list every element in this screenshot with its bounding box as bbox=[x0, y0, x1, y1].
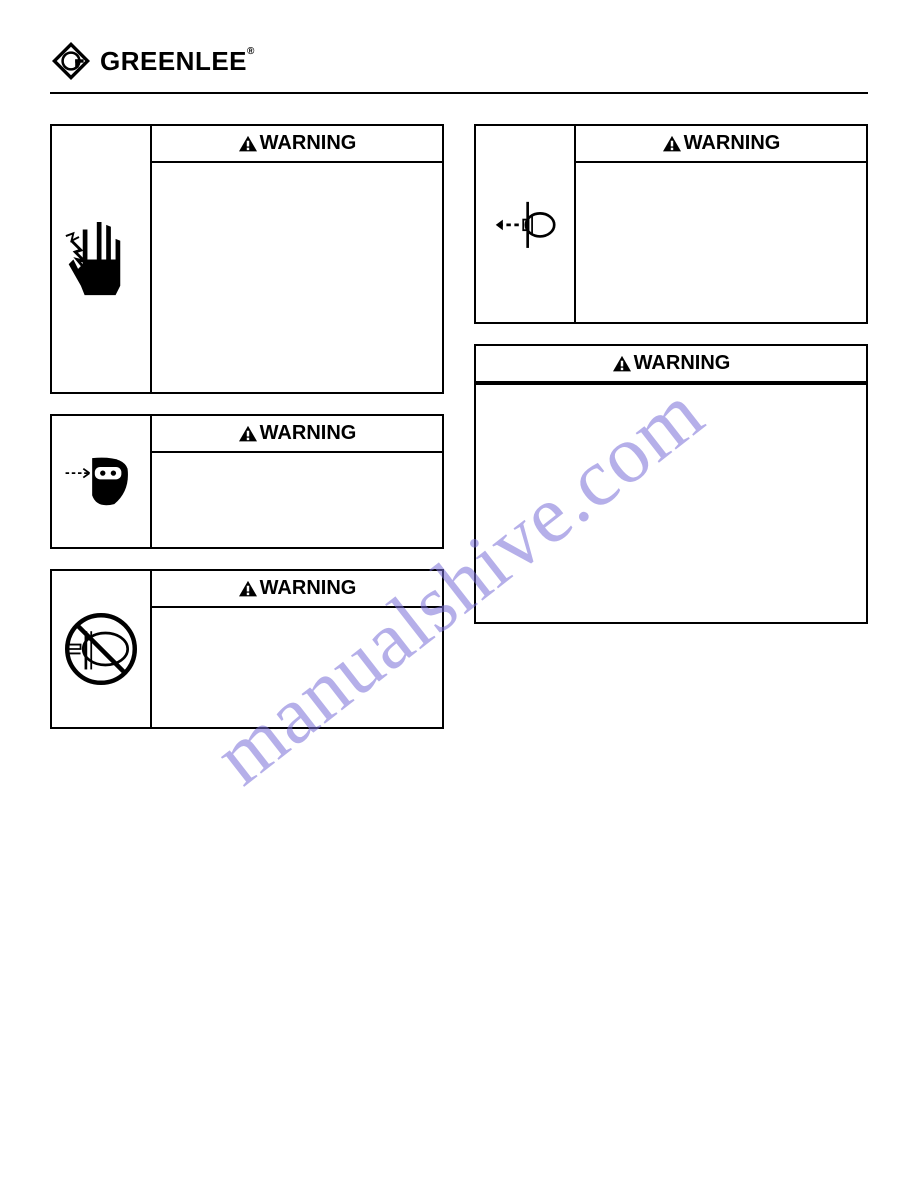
page-header: GREENLEE® bbox=[50, 40, 868, 94]
ejection-icon bbox=[476, 126, 576, 322]
warning-label: WARNING bbox=[684, 132, 781, 155]
warning-box-shock: WARNING bbox=[50, 124, 444, 394]
warning-content: WARNING bbox=[152, 126, 442, 392]
prohibition-icon bbox=[52, 571, 152, 727]
warning-box-ejection: WARNING bbox=[474, 124, 868, 324]
warning-body bbox=[152, 453, 442, 547]
warning-content: WARNING bbox=[152, 571, 442, 727]
shock-hand-icon bbox=[52, 126, 152, 392]
brand-text: GREENLEE bbox=[100, 46, 247, 76]
warning-content: WARNING bbox=[576, 126, 866, 322]
warning-label: WARNING bbox=[634, 352, 731, 375]
logo-icon bbox=[50, 40, 92, 82]
warning-header: WARNING bbox=[152, 416, 442, 453]
left-column: WARNING bbox=[50, 124, 444, 729]
warning-body bbox=[152, 608, 442, 727]
warning-body bbox=[152, 163, 442, 392]
warning-header: WARNING bbox=[476, 346, 866, 383]
warning-body bbox=[576, 163, 866, 322]
warning-body bbox=[476, 383, 866, 622]
warning-box-eyeprotection: WARNING bbox=[50, 414, 444, 549]
face-shield-icon bbox=[52, 416, 152, 547]
warning-label: WARNING bbox=[260, 577, 357, 600]
warning-header: WARNING bbox=[576, 126, 866, 163]
warning-triangle-icon bbox=[238, 425, 258, 443]
warning-triangle-icon bbox=[612, 355, 632, 373]
warning-content: WARNING bbox=[152, 416, 442, 547]
warning-label: WARNING bbox=[260, 422, 357, 445]
warning-box-general: WARNING bbox=[474, 344, 868, 624]
registered-mark: ® bbox=[247, 46, 255, 57]
right-column: WARNING WARNING bbox=[474, 124, 868, 729]
warning-label: WARNING bbox=[260, 132, 357, 155]
warning-triangle-icon bbox=[238, 135, 258, 153]
warning-box-pinch: WARNING bbox=[50, 569, 444, 729]
brand-name: GREENLEE® bbox=[100, 46, 255, 77]
warning-triangle-icon bbox=[238, 580, 258, 598]
content-columns: WARNING bbox=[50, 124, 868, 729]
warning-triangle-icon bbox=[662, 135, 682, 153]
warning-header: WARNING bbox=[152, 571, 442, 608]
warning-header: WARNING bbox=[152, 126, 442, 163]
